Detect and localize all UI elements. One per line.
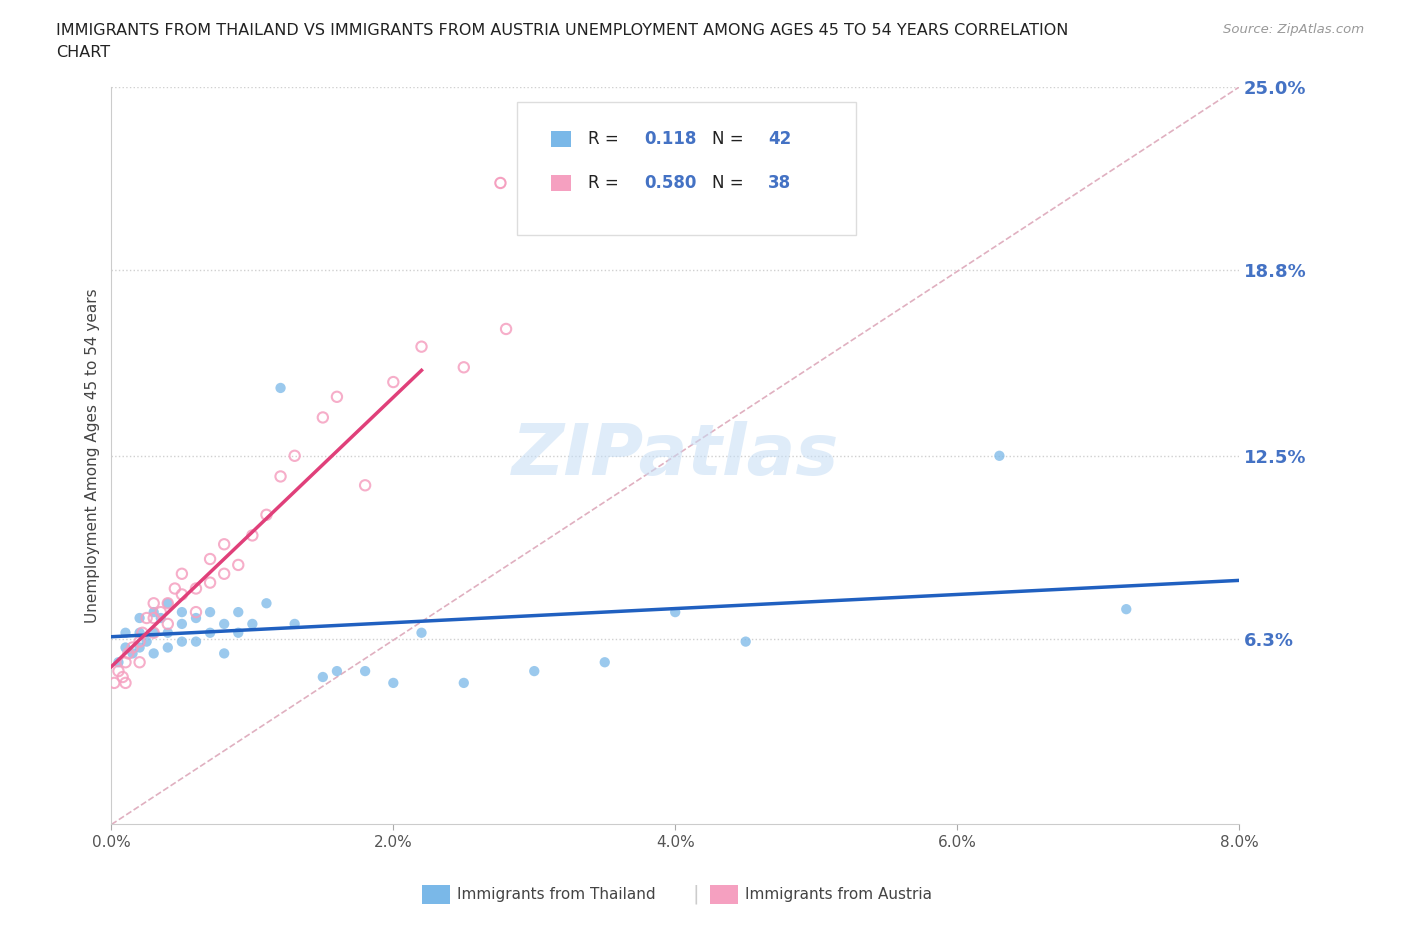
Point: [128, 640, 150, 655]
Point: [135, 634, 157, 649]
Text: Immigrants from Thailand: Immigrants from Thailand: [457, 887, 655, 902]
Point: [142, 625, 165, 640]
Point: [184, 611, 207, 626]
Point: [198, 604, 221, 619]
Text: 42: 42: [768, 129, 792, 148]
Point: [184, 581, 207, 596]
Point: [240, 617, 263, 631]
Point: [284, 617, 307, 631]
Text: CHART: CHART: [56, 45, 110, 60]
Point: [114, 640, 136, 655]
Point: [988, 448, 1011, 463]
Point: [142, 596, 165, 611]
Point: [226, 604, 249, 619]
Point: [114, 625, 136, 640]
Point: [523, 664, 546, 679]
Point: [170, 617, 193, 631]
Point: [326, 664, 349, 679]
Point: [114, 655, 136, 670]
Point: [312, 410, 335, 425]
Point: [270, 469, 292, 484]
Point: [270, 380, 292, 395]
Point: [111, 670, 134, 684]
Point: [411, 339, 433, 354]
Point: [156, 617, 179, 631]
Point: [121, 640, 143, 655]
Point: [198, 551, 221, 566]
Point: [382, 375, 405, 390]
Point: [156, 596, 179, 611]
Point: [107, 664, 129, 679]
Point: [156, 596, 179, 611]
FancyBboxPatch shape: [517, 102, 856, 234]
Point: [256, 596, 278, 611]
Point: [170, 566, 193, 581]
Point: [128, 634, 150, 649]
Point: [170, 587, 193, 602]
Point: [354, 478, 377, 493]
Point: [256, 508, 278, 523]
Point: [284, 448, 307, 463]
Text: 0.118: 0.118: [644, 129, 697, 148]
FancyBboxPatch shape: [551, 175, 571, 191]
Point: [453, 360, 475, 375]
Point: [453, 675, 475, 690]
Point: [212, 537, 235, 551]
Text: IMMIGRANTS FROM THAILAND VS IMMIGRANTS FROM AUSTRIA UNEMPLOYMENT AMONG AGES 45 T: IMMIGRANTS FROM THAILAND VS IMMIGRANTS F…: [56, 23, 1069, 38]
Point: [170, 634, 193, 649]
Point: [103, 675, 125, 690]
Text: Source: ZipAtlas.com: Source: ZipAtlas.com: [1223, 23, 1364, 36]
Point: [156, 625, 179, 640]
Text: N =: N =: [711, 129, 749, 148]
Point: [354, 664, 377, 679]
Point: [131, 625, 153, 640]
Y-axis label: Unemployment Among Ages 45 to 54 years: Unemployment Among Ages 45 to 54 years: [86, 288, 100, 623]
Point: [142, 625, 165, 640]
Point: [198, 625, 221, 640]
Point: [128, 611, 150, 626]
Point: [128, 655, 150, 670]
Point: [226, 625, 249, 640]
Point: [411, 625, 433, 640]
Point: [149, 604, 172, 619]
Point: [170, 604, 193, 619]
Point: [212, 566, 235, 581]
Point: [240, 528, 263, 543]
Point: [212, 646, 235, 661]
Point: [212, 617, 235, 631]
Point: [142, 611, 165, 626]
Text: 0.580: 0.580: [644, 174, 697, 192]
Point: [734, 634, 756, 649]
Text: Immigrants from Austria: Immigrants from Austria: [745, 887, 932, 902]
Point: [664, 604, 686, 619]
Point: [593, 655, 616, 670]
Point: [495, 322, 517, 337]
Point: [1115, 602, 1137, 617]
Text: 38: 38: [768, 174, 792, 192]
Point: [135, 611, 157, 626]
Text: |: |: [693, 885, 699, 904]
Text: R =: R =: [588, 174, 624, 192]
Point: [121, 646, 143, 661]
Point: [142, 646, 165, 661]
Point: [226, 557, 249, 572]
Point: [312, 670, 335, 684]
Point: [198, 575, 221, 590]
Point: [184, 634, 207, 649]
Text: R =: R =: [588, 129, 624, 148]
Point: [326, 390, 349, 405]
Point: [117, 646, 139, 661]
Point: [107, 655, 129, 670]
Text: ZIPatlas: ZIPatlas: [512, 421, 839, 490]
Point: [184, 604, 207, 619]
Point: [128, 625, 150, 640]
Point: [382, 675, 405, 690]
Point: [149, 611, 172, 626]
Point: [142, 604, 165, 619]
Point: [156, 640, 179, 655]
FancyBboxPatch shape: [551, 130, 571, 147]
Point: [114, 675, 136, 690]
Text: N =: N =: [711, 174, 749, 192]
Point: [163, 581, 186, 596]
